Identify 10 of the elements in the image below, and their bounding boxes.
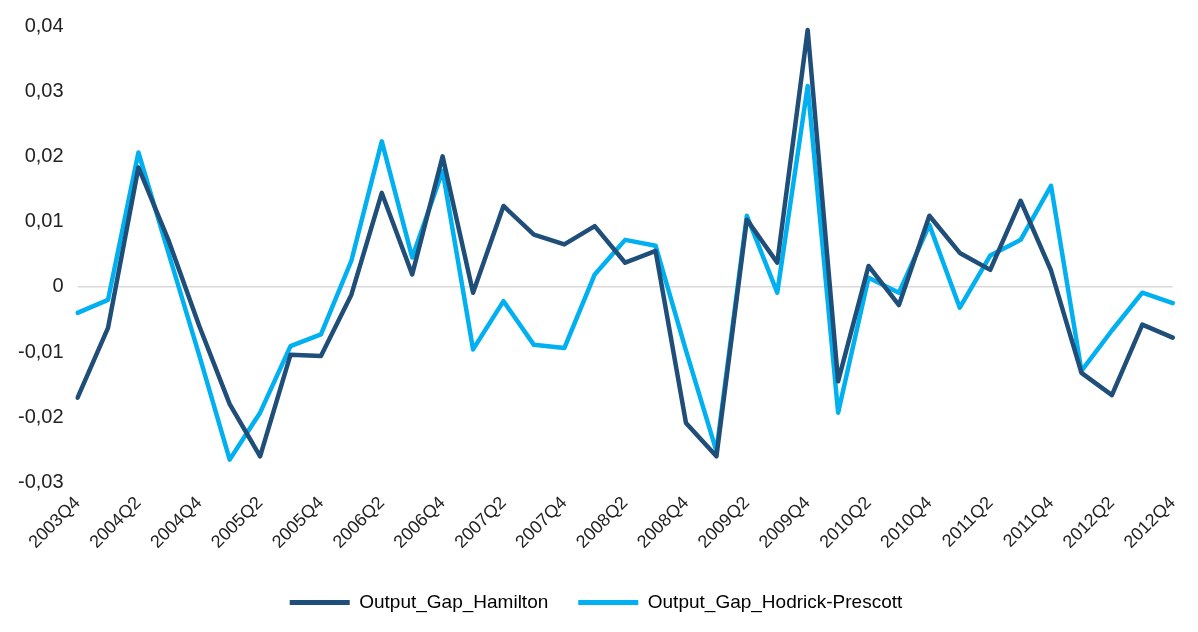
legend-label: Output_Gap_Hamilton	[359, 590, 549, 613]
y-tick-label: -0,01	[17, 339, 64, 362]
y-tick-label: -0,02	[17, 404, 64, 427]
y-tick-label: 0	[52, 274, 64, 297]
y-tick-label: 0,01	[24, 209, 64, 232]
y-tick-label: 0,02	[24, 143, 64, 166]
y-tick-label: 0,04	[24, 13, 64, 36]
y-tick-label: -0,03	[17, 469, 64, 492]
y-tick-label: 0,03	[24, 78, 64, 101]
legend-label: Output_Gap_Hodrick-Prescott	[647, 590, 903, 613]
